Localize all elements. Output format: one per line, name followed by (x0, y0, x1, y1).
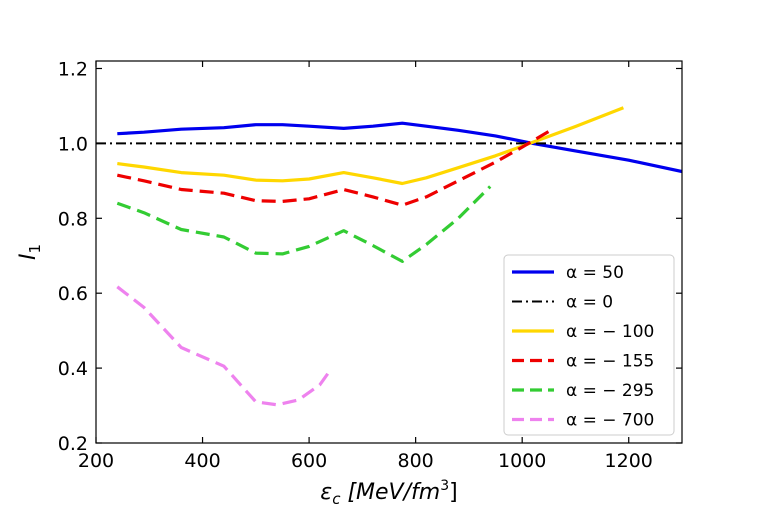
x-tick-label: 200 (78, 450, 114, 472)
legend-label-5: α = − 700 (566, 411, 654, 431)
x-tick-label: 1000 (498, 450, 546, 472)
tick-layer: 200 400 600 800 1000 1200 0.2 0.4 0.6 0.8 1.0 1.2 (58, 58, 682, 472)
plot-frame (95, 60, 683, 444)
series-line-0 (117, 121, 682, 174)
legend-label-0: α = 50 (566, 263, 624, 283)
y-tick-label: 1.2 (58, 58, 88, 80)
legend-label-1: α = 0 (566, 293, 613, 313)
legend-box (503, 254, 675, 436)
y-tick-label: 0.4 (58, 358, 88, 380)
series-line-4 (116, 185, 492, 263)
series-line-3 (116, 130, 550, 207)
legend-label-3: α = − 155 (566, 352, 654, 372)
x-axis-label: εc [MeV/fm3] (320, 478, 457, 506)
series-line-5 (116, 285, 332, 407)
legend-label-4: α = − 295 (566, 381, 654, 401)
x-tick-label: 800 (398, 450, 434, 472)
y-tick-label: 0.8 (58, 208, 88, 230)
legend-items: α = 50 α = 0 α = − 100 α = − 155 α = − 295 α … (512, 263, 654, 431)
series-line-2 (117, 106, 624, 186)
y-axis-label: I1 (16, 244, 44, 260)
y-tick-label: 1.0 (58, 133, 88, 155)
legend: α = 50 α = 0 α = − 100 α = − 155 α = − 295 α … (503, 254, 675, 436)
y-tick-label: 0.2 (58, 433, 88, 455)
series-layer (96, 106, 682, 407)
legend-label-2: α = − 100 (566, 322, 654, 342)
x-tick-label: 1200 (605, 450, 653, 472)
y-tick-label: 0.6 (58, 283, 88, 305)
x-tick-label: 600 (291, 450, 327, 472)
x-tick-label: 400 (184, 450, 220, 472)
